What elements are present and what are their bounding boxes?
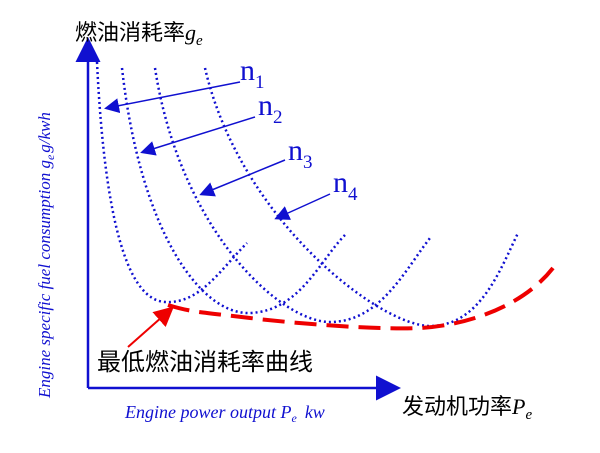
curve-label: n3: [288, 134, 313, 173]
curve-label: n2: [258, 89, 283, 128]
y-axis-description: Engine specific fuel consumption geg/kwh: [35, 112, 57, 399]
min-curve-label: 最低燃油消耗率曲线: [97, 348, 313, 376]
pointer: [140, 116, 256, 156]
curve: [120, 67, 346, 315]
curve: [203, 67, 520, 328]
curve-label: n1: [240, 54, 265, 93]
curve-label: n4: [333, 166, 358, 205]
curve: [153, 67, 431, 324]
min-curve-pointer: [127, 306, 174, 348]
pointer: [274, 193, 331, 220]
curve: [95, 61, 248, 304]
pointer: [104, 81, 241, 114]
min-curve: [167, 266, 555, 331]
x-axis-description: Engine power output Pe kw: [124, 402, 325, 425]
pointer: [199, 159, 286, 197]
curves: [95, 61, 520, 328]
y-axis-title: 燃油消耗率ge: [75, 20, 203, 49]
pointers: [104, 81, 331, 220]
x-axis-title: 发动机功率Pe: [402, 394, 532, 423]
